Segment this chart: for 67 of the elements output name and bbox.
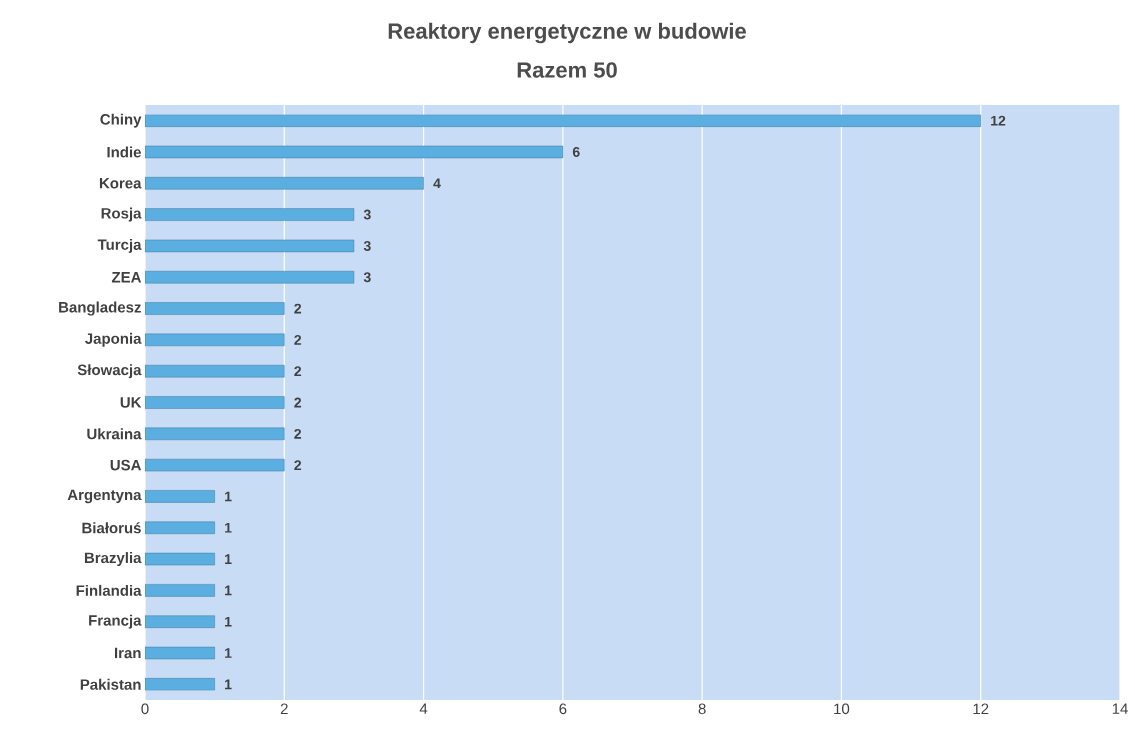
y-tick-label: Argentyna [67, 489, 142, 504]
bar [145, 458, 285, 472]
y-tick-label: Japonia [85, 332, 142, 347]
chart-title: Reaktory energetyczne w budowie [388, 22, 746, 44]
data-label: 3 [363, 272, 371, 283]
bar [145, 427, 285, 441]
y-tick-label: Białoruś [82, 522, 141, 534]
y-tick-label: USA [110, 459, 142, 471]
x-tick-label: 14 [1112, 703, 1128, 714]
y-tick-label: Brazylia [84, 552, 142, 567]
data-label: 2 [294, 366, 302, 377]
data-label: 1 [225, 616, 232, 627]
bar [145, 333, 285, 347]
y-tick-label: Rosja [101, 207, 142, 222]
y-tick-label: Ukraina [87, 428, 142, 440]
y-tick-label: ZEA [111, 272, 142, 283]
data-label: 2 [294, 334, 302, 345]
data-label: 2 [294, 397, 302, 408]
data-label: 6 [572, 147, 580, 157]
x-tick-label: 6 [559, 703, 567, 715]
data-label: 2 [294, 460, 302, 471]
bar [145, 646, 215, 660]
bar [145, 584, 215, 597]
bar [145, 521, 215, 534]
data-label: 4 [433, 178, 441, 189]
data-label: 1 [225, 522, 232, 533]
bar [145, 145, 564, 159]
bar [145, 490, 215, 503]
bar [145, 678, 215, 691]
bar [145, 177, 424, 190]
bar [145, 615, 215, 628]
data-label: 1 [225, 491, 232, 502]
data-label: 2 [294, 428, 302, 439]
x-tick-label: 12 [973, 703, 989, 714]
data-label: 1 [225, 554, 232, 564]
y-tick-label: UK [120, 397, 142, 408]
bar [145, 396, 285, 409]
y-tick-label: Indie [107, 146, 141, 158]
y-tick-label: Turcja [97, 238, 142, 253]
bar [145, 239, 355, 253]
y-tick-label: Francja [89, 614, 142, 629]
data-label: 1 [225, 679, 232, 690]
bar [145, 364, 285, 378]
bar [145, 271, 355, 284]
data-label: 3 [363, 209, 371, 220]
bar [145, 552, 215, 566]
bar [145, 302, 285, 315]
x-tick-label: 10 [834, 703, 850, 715]
y-tick-label: Pakistan [80, 678, 141, 690]
y-tick-label: Bangladesz [59, 301, 141, 316]
x-tick-label: 8 [698, 703, 706, 715]
y-tick-label: Iran [114, 647, 141, 659]
y-tick-label: Finlandia [76, 584, 142, 596]
y-tick-label: Słowacja [77, 364, 142, 379]
bar [145, 208, 355, 221]
y-tick-label: Korea [99, 178, 142, 189]
x-tick-label: 0 [141, 703, 149, 715]
data-label: 12 [991, 115, 1006, 126]
data-label: 3 [363, 240, 371, 251]
data-label: 2 [294, 303, 302, 314]
data-label: 1 [225, 585, 232, 596]
x-tick-label: 4 [419, 703, 428, 714]
bar [145, 114, 981, 127]
x-tick-label: 2 [280, 703, 288, 714]
y-tick-label: Chiny [100, 113, 142, 128]
data-label: 1 [225, 648, 232, 658]
chart-subtitle: Razem 50 [517, 62, 617, 78]
